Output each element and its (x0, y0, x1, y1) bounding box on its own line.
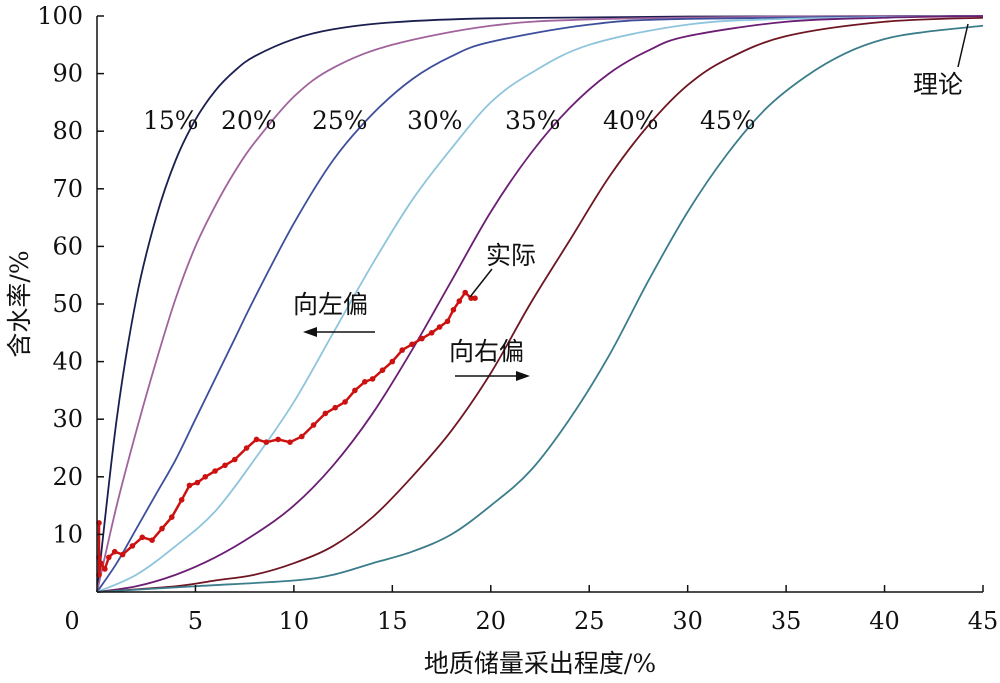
actual-point (159, 525, 165, 532)
actual-point (106, 554, 112, 561)
actual-point (472, 295, 478, 302)
actual-point (202, 474, 209, 480)
right-shift-label: 向右偏 (449, 337, 524, 366)
actual-point (436, 324, 443, 330)
axes: 0 5 10 15 20 25 30 35 40 45 10 20 30 40 50 60 70 80 90 100 (37, 2, 998, 635)
theory-label: 理论 (913, 70, 963, 99)
actual-point (419, 335, 425, 342)
actual-point (186, 482, 193, 489)
actual-point (450, 307, 457, 313)
actual-point (332, 404, 339, 411)
actual-point (111, 548, 118, 555)
x-ticks: 0 5 10 15 20 25 30 35 40 45 (64, 585, 998, 635)
curve-label-40: 40% (603, 106, 659, 135)
actual-point (342, 399, 348, 405)
actual-point (310, 422, 317, 428)
actual-point (253, 436, 260, 443)
theory-curves (96, 15, 984, 593)
actual-point (102, 566, 108, 572)
actual-point (263, 439, 270, 446)
x-tick-label: 30 (672, 607, 703, 635)
curve-label-35: 35% (505, 106, 561, 135)
actual-pointer (469, 268, 493, 298)
curve-25 (96, 15, 984, 593)
x-tick-label: 15 (377, 607, 408, 635)
theory-pointer (957, 23, 969, 68)
actual-point (275, 436, 281, 443)
actual-point (194, 479, 201, 486)
curve-15 (96, 15, 984, 593)
curve-35 (96, 15, 984, 593)
actual-point (468, 295, 474, 302)
actual-point (389, 358, 396, 365)
actual-point (456, 298, 463, 304)
y-tick-label: 30 (52, 405, 83, 433)
y-tick-label: 60 (52, 232, 83, 260)
actual-point (232, 456, 238, 463)
actual-point (428, 330, 435, 336)
curve-label-45: 45% (700, 106, 756, 135)
actual-point (444, 318, 451, 325)
actual-point (149, 537, 155, 543)
x-tick-label: 35 (771, 607, 802, 635)
actual-point (98, 560, 104, 566)
actual-point (409, 341, 415, 348)
curve-label-30: 30% (407, 106, 463, 135)
x-axis-label: 地质储量采出程度/% (424, 649, 656, 678)
left-shift-arrowhead (303, 327, 317, 337)
right-shift-arrowhead (516, 371, 530, 381)
y-tick-label: 10 (52, 520, 83, 548)
x-tick-label: 45 (968, 607, 999, 635)
actual-line (97, 290, 475, 575)
y-tick-label: 90 (52, 60, 83, 88)
y-tick-label: 20 (52, 463, 83, 491)
actual-point (352, 387, 358, 394)
y-ticks: 10 20 30 40 50 60 70 80 90 100 (37, 2, 104, 548)
y-tick-label: 50 (52, 290, 83, 318)
curve-label-15: 15% (143, 106, 199, 135)
actual-point (139, 534, 146, 541)
x-tick-label: 0 (64, 607, 79, 635)
actual-point (287, 439, 293, 446)
annotations: 向左偏 向右偏 实际 理论 (293, 23, 969, 381)
x-tick-label: 40 (869, 607, 900, 635)
curve-20 (96, 15, 984, 593)
curve-labels: 15% 20% 25% 30% 35% 40% 45% (143, 106, 756, 135)
actual-point (369, 376, 376, 382)
actual-point (243, 445, 250, 451)
actual-point (178, 497, 185, 503)
actual-point (299, 433, 305, 440)
actual-series (96, 289, 478, 578)
curve-45 (96, 24, 984, 593)
x-tick-label: 20 (476, 607, 507, 635)
actual-label: 实际 (486, 241, 536, 270)
x-tick-label: 10 (279, 607, 310, 635)
x-tick-label: 5 (188, 607, 203, 635)
actual-point (129, 543, 136, 549)
actual-point (379, 367, 386, 374)
left-shift-label: 向左偏 (293, 290, 368, 319)
x-tick-label: 25 (574, 607, 605, 635)
actual-point (212, 468, 218, 474)
actual-point (119, 551, 126, 558)
curve-30 (96, 15, 984, 593)
curve-label-20: 20% (221, 106, 277, 135)
actual-point (362, 379, 368, 385)
curve-label-25: 25% (312, 106, 368, 135)
y-tick-label: 40 (52, 348, 83, 376)
actual-point (169, 514, 175, 520)
y-tick-label: 80 (52, 117, 83, 145)
actual-point (462, 289, 469, 296)
y-tick-label: 70 (52, 175, 83, 203)
actual-point (399, 347, 406, 353)
y-axis-label: 含水率/% (5, 250, 34, 357)
curve-40 (96, 16, 984, 593)
y-tick-label: 100 (37, 2, 83, 30)
actual-point (322, 410, 329, 417)
actual-point (222, 462, 228, 469)
